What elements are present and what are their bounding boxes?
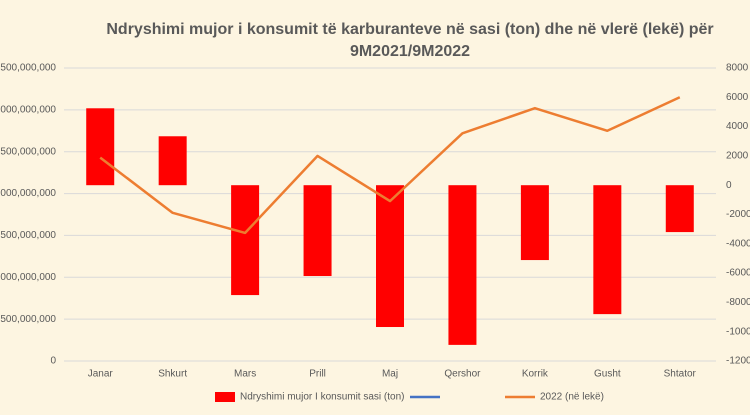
- y2-tick-label: -8000: [726, 297, 750, 308]
- legend-swatch: [215, 392, 235, 402]
- y-tick-label: 500,000,000: [0, 314, 56, 325]
- bar: [231, 185, 260, 296]
- x-tick-label: Prill: [309, 369, 326, 380]
- x-tick-label: Mars: [234, 369, 256, 380]
- y2-tick-label: 8000: [726, 63, 749, 74]
- x-tick-label: Korrik: [522, 369, 549, 380]
- bar: [665, 185, 694, 233]
- bar: [158, 136, 187, 186]
- x-tick-label: Shtator: [664, 369, 697, 380]
- y-tick-label: 2,500,000,000: [0, 146, 56, 157]
- x-tick-label: Janar: [88, 369, 114, 380]
- y2-tick-label: 4000: [726, 121, 749, 132]
- y2-tick-label: -12000: [726, 356, 750, 367]
- legend-label: Ndryshimi mujor I konsumit sasi (ton): [240, 392, 404, 403]
- y2-tick-label: -6000: [726, 268, 750, 279]
- y-tick-label: 2,000,000,000: [0, 188, 56, 199]
- y-tick-label: 3,000,000,000: [0, 104, 56, 115]
- bar: [520, 185, 549, 261]
- y-tick-label: 3,500,000,000: [0, 63, 56, 74]
- y2-tick-label: -4000: [726, 238, 750, 249]
- bar: [593, 185, 622, 315]
- x-tick-label: Qershor: [444, 369, 481, 380]
- y2-tick-label: 0: [726, 180, 732, 191]
- bar: [376, 185, 404, 328]
- x-tick-label: Gusht: [594, 369, 621, 380]
- chart-title: Ndryshimi mujor i konsumit të karburante…: [106, 21, 713, 38]
- y-tick-label: 1,500,000,000: [0, 230, 56, 241]
- bar: [448, 185, 477, 345]
- bar: [86, 108, 115, 186]
- x-tick-label: Maj: [382, 369, 398, 380]
- legend-label: 2022 (në lekë): [540, 392, 604, 403]
- y2-tick-label: 6000: [726, 92, 749, 103]
- y2-tick-label: -2000: [726, 209, 750, 220]
- x-tick-label: Shkurt: [158, 369, 187, 380]
- y2-tick-label: -10000: [726, 326, 750, 337]
- line: [99, 96, 681, 235]
- y2-tick-label: 2000: [726, 151, 749, 162]
- y-tick-label: 0: [50, 356, 56, 367]
- chart-title: 9M2021/9M2022: [350, 43, 470, 60]
- bar: [303, 185, 332, 277]
- y-tick-label: 1,000,000,000: [0, 272, 56, 283]
